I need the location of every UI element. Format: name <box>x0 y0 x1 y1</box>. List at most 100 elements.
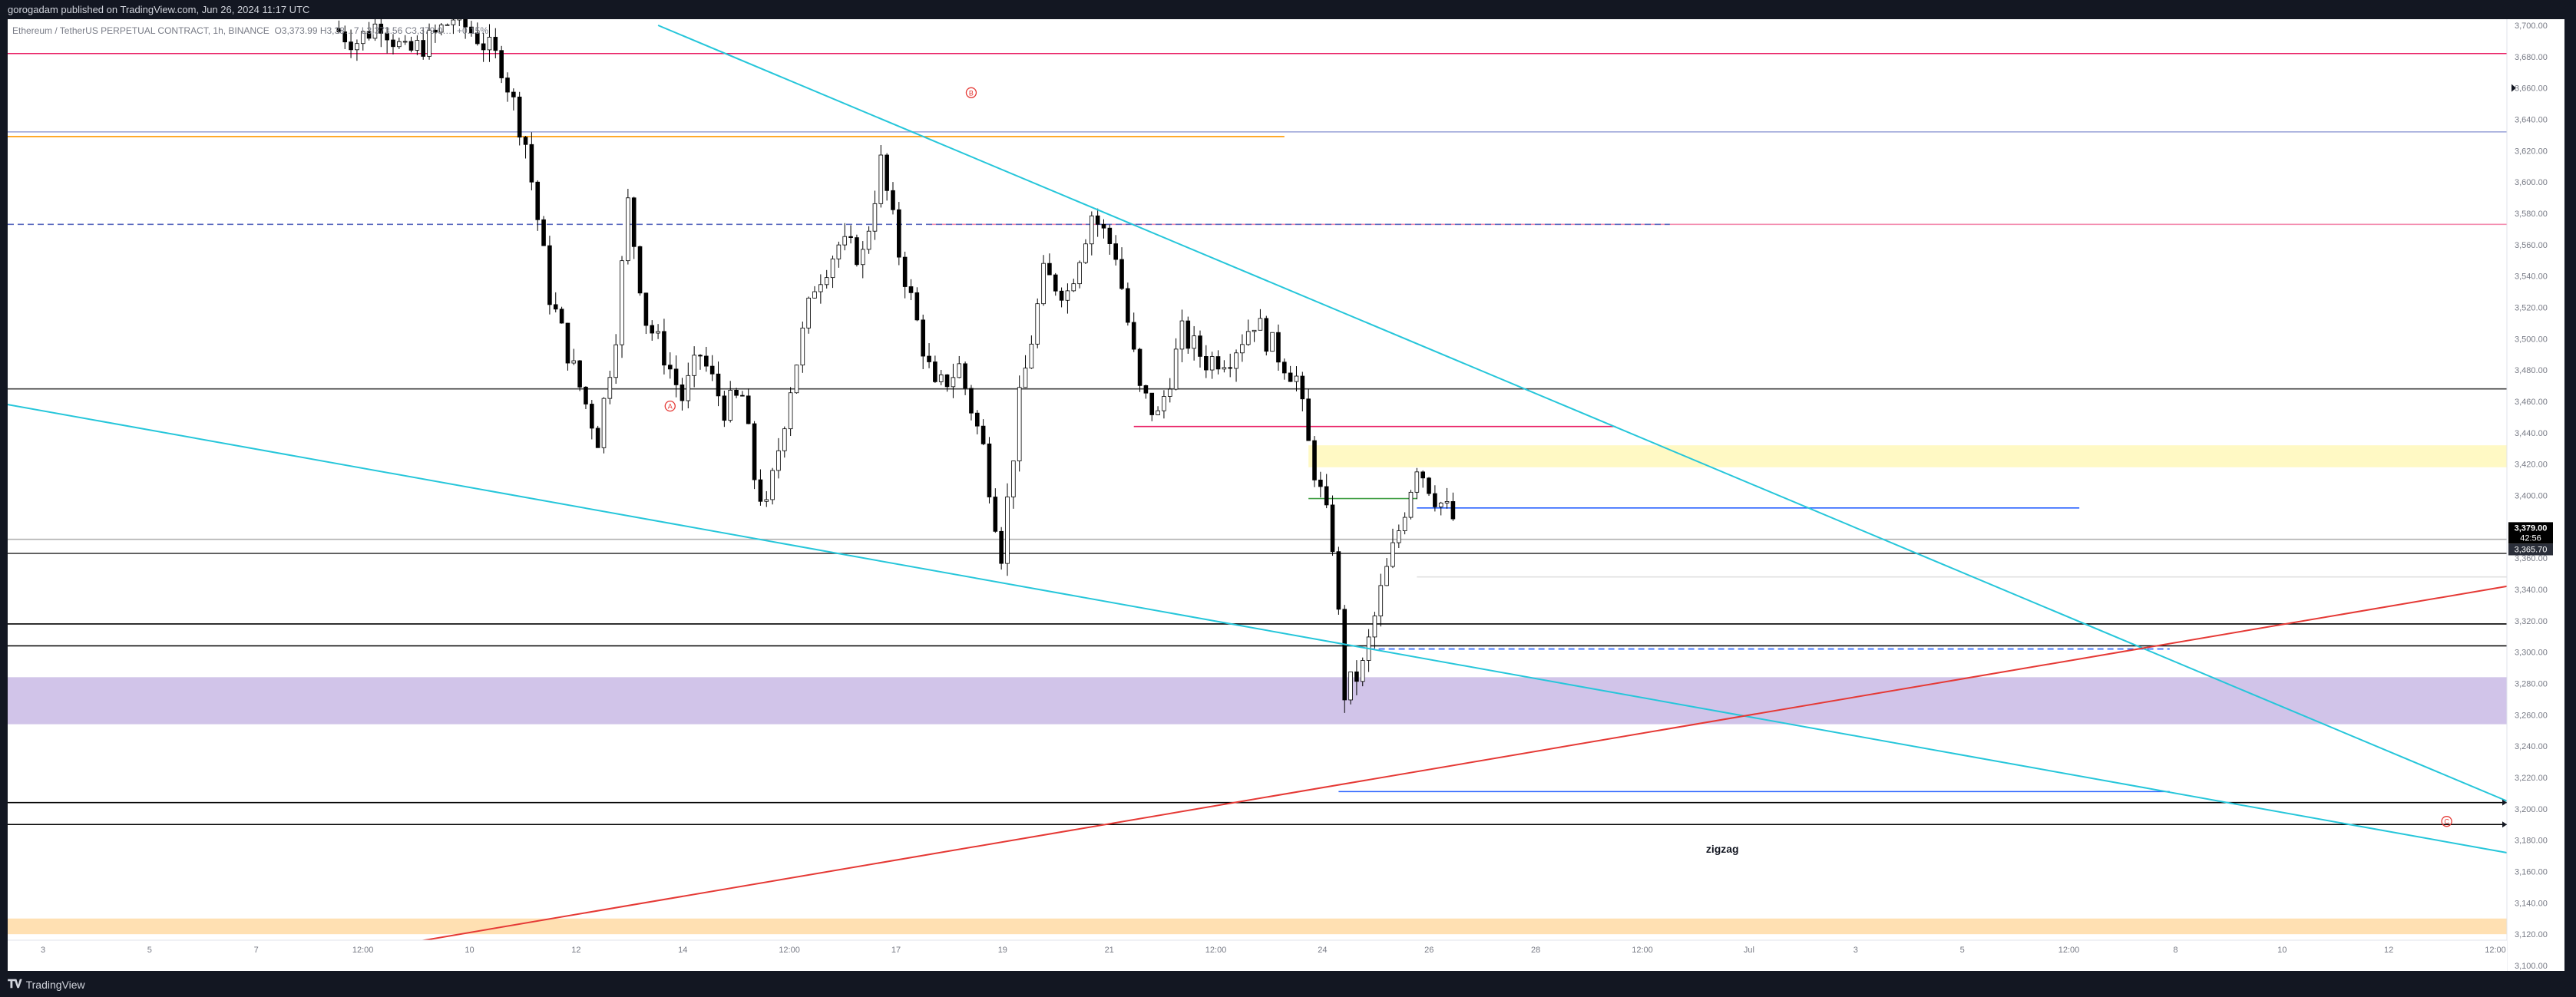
candle-body <box>1077 262 1082 285</box>
candle-body <box>1059 290 1064 301</box>
x-tick-label: 12:00 <box>2485 946 2506 955</box>
y-tick-label: 3,260.00 <box>2515 711 2548 720</box>
candle-body <box>1005 496 1010 564</box>
candle-body <box>1427 477 1431 494</box>
candle-body <box>1222 367 1227 370</box>
candle-body <box>957 363 962 378</box>
candle-body <box>842 236 848 246</box>
candle-body <box>1234 352 1238 369</box>
candle-body <box>620 260 624 345</box>
candle-body <box>607 377 613 399</box>
tradingview-logo[interactable]: 𝐓𝐕 TradingView <box>8 978 85 991</box>
candle-body <box>1378 585 1384 616</box>
candles-group <box>336 19 1456 713</box>
candle-body <box>1053 274 1058 292</box>
candle-body <box>505 78 510 93</box>
price-axis-bg <box>2507 19 2564 971</box>
candle-body <box>421 40 425 57</box>
candle-body <box>908 286 914 293</box>
candle-body <box>1167 388 1172 397</box>
candle-body <box>1240 344 1245 354</box>
candle-body <box>637 246 643 294</box>
candle-body <box>1185 320 1191 349</box>
candle-body <box>529 144 534 183</box>
zone-rect-0 <box>1308 445 2507 467</box>
candle-body <box>902 256 908 287</box>
candle-body <box>812 291 817 299</box>
candle-body <box>1179 320 1185 350</box>
y-tick-label: 3,300.00 <box>2515 649 2548 658</box>
candle-body <box>1433 493 1437 507</box>
candle-body <box>1294 375 1299 382</box>
candle-body <box>1330 504 1335 553</box>
candle-body <box>1156 410 1160 415</box>
candle-body <box>746 395 751 424</box>
candle-body <box>891 190 895 210</box>
x-tick-label: 10 <box>465 946 474 955</box>
candle-body <box>433 29 438 33</box>
x-tick-label: 26 <box>1424 946 1433 955</box>
candle-body <box>848 236 853 238</box>
x-tick-label: 12 <box>2384 946 2393 955</box>
x-tick-label: 19 <box>998 946 1007 955</box>
candle-body <box>662 331 666 366</box>
candle-body <box>860 249 865 266</box>
change-percent: +0.15% <box>456 25 489 36</box>
candle-body <box>493 37 498 51</box>
candle-body <box>716 373 721 397</box>
candle-body <box>626 197 630 262</box>
candle-body <box>1402 517 1407 531</box>
symbol-legend: Ethereum / TetherUS PERPETUAL CONTRACT, … <box>12 25 488 36</box>
candle-body <box>914 292 920 321</box>
candle-body <box>427 29 432 57</box>
candle-body <box>855 237 859 266</box>
tradingview-logo-icon: 𝐓𝐕 <box>8 978 22 991</box>
candle-body <box>1192 335 1196 349</box>
candle-body <box>613 344 618 378</box>
candle-body <box>974 412 980 427</box>
x-tick-label: 7 <box>254 946 259 955</box>
candle-body <box>722 395 727 421</box>
candle-body <box>535 181 541 220</box>
x-tick-label: 5 <box>1960 946 1965 955</box>
candle-body <box>944 374 950 388</box>
y-tick-label: 3,620.00 <box>2515 147 2548 156</box>
zone-rect-2 <box>8 918 2507 935</box>
candle-body <box>782 428 787 451</box>
candle-body <box>963 363 967 389</box>
candle-body <box>499 50 504 78</box>
y-tick-label: 3,420.00 <box>2515 461 2548 470</box>
candle-body <box>1035 303 1040 345</box>
candle-body <box>601 398 607 448</box>
x-tick-label: 17 <box>891 946 901 955</box>
y-tick-label: 3,180.00 <box>2515 837 2548 846</box>
candle-body <box>866 230 871 250</box>
y-tick-label: 3,680.00 <box>2515 53 2548 62</box>
candle-body <box>1306 398 1311 441</box>
trendline-1 <box>8 404 2508 853</box>
brand-label: TradingView <box>25 978 85 991</box>
candle-body <box>643 292 649 326</box>
wave-label-circle <box>664 400 676 412</box>
y-tick-label: 3,140.00 <box>2515 899 2548 908</box>
x-tick-label: 3 <box>1853 946 1858 955</box>
candle-body <box>1312 440 1317 480</box>
candle-body <box>336 28 342 32</box>
candle-body <box>397 41 402 48</box>
candle-body <box>1017 387 1022 461</box>
y-tick-label: 3,480.00 <box>2515 366 2548 375</box>
candle-body <box>933 361 937 382</box>
candle-body <box>1041 262 1046 305</box>
candle-body <box>379 23 384 34</box>
candle-body <box>999 530 1004 564</box>
candle-body <box>692 355 696 376</box>
annotation-zigzag: zigzag <box>1706 843 1739 855</box>
candle-body <box>584 386 588 404</box>
candle-body <box>360 31 365 45</box>
y-tick-label: 3,540.00 <box>2515 272 2548 282</box>
x-tick-label: 12:00 <box>1632 946 1653 955</box>
candle-body <box>342 31 348 43</box>
candle-body <box>1288 372 1293 382</box>
